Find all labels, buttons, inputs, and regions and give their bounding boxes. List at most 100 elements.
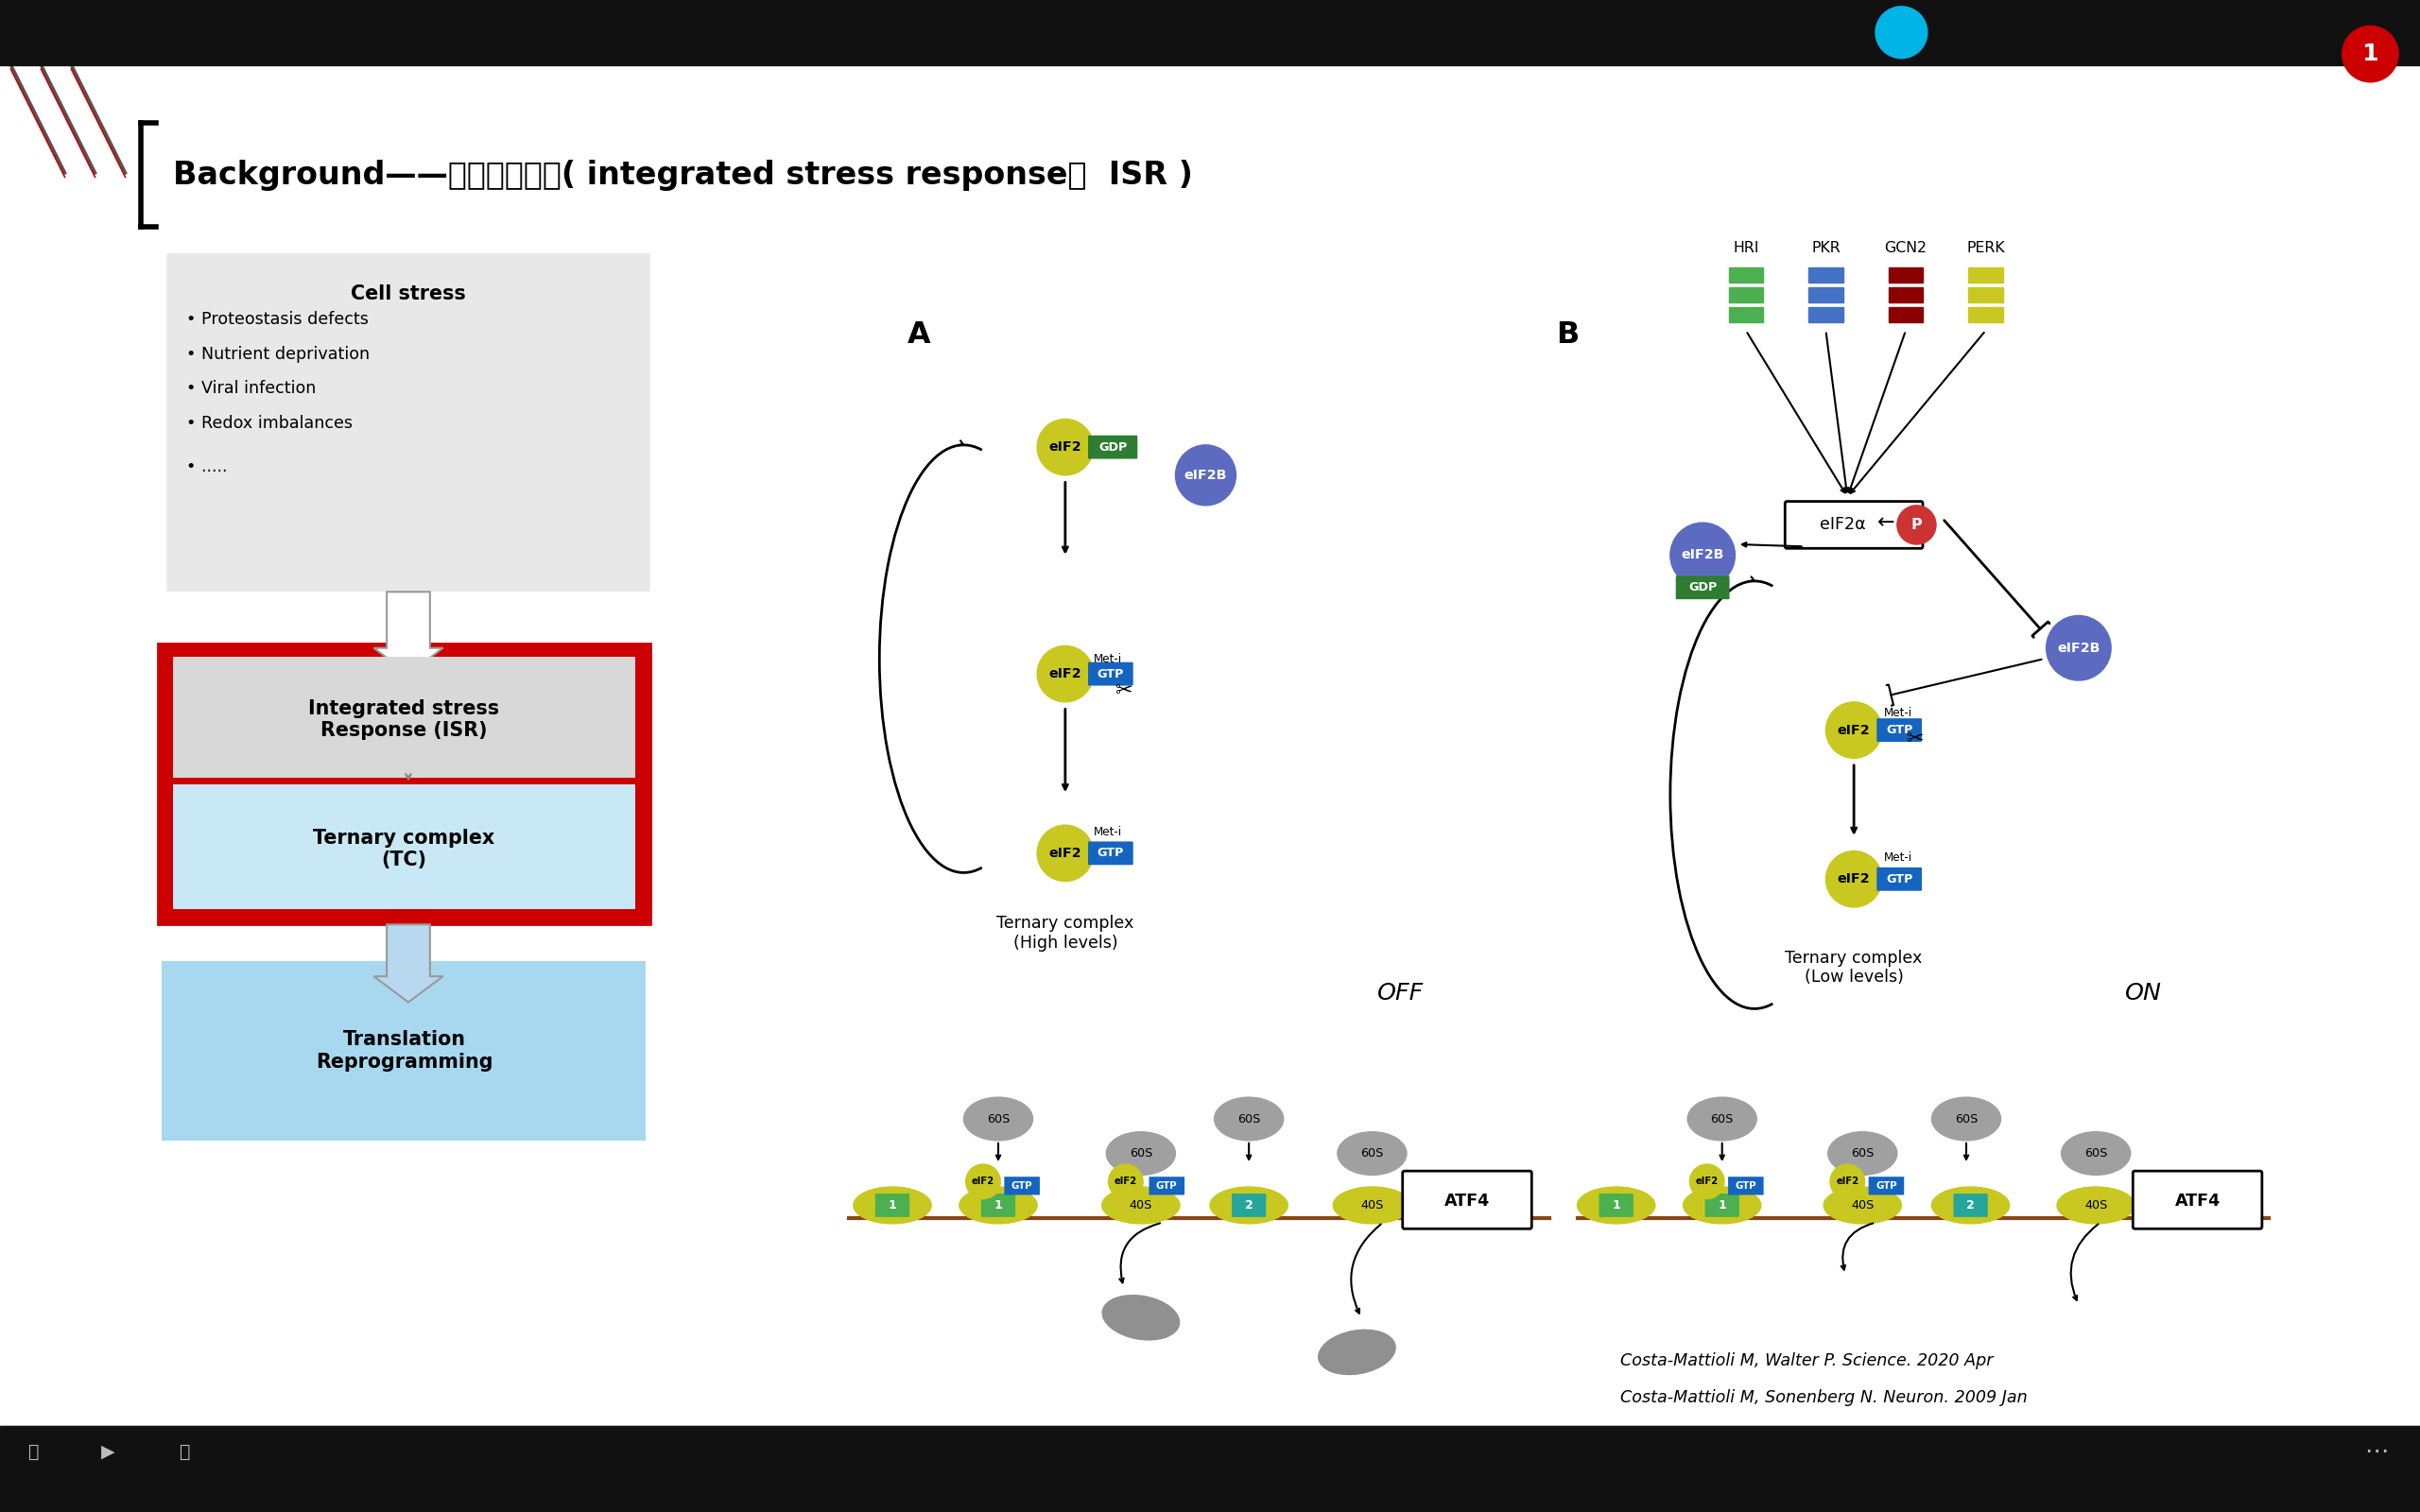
FancyBboxPatch shape — [1404, 1170, 1532, 1229]
Text: ⏭: ⏭ — [179, 1442, 189, 1461]
Text: eIF2: eIF2 — [1048, 667, 1082, 680]
Text: eIF2: eIF2 — [1837, 1176, 1859, 1187]
Text: 40S: 40S — [1711, 1199, 1733, 1211]
Bar — [1888, 268, 1924, 283]
FancyBboxPatch shape — [1675, 576, 1730, 599]
Bar — [157, 644, 651, 924]
Text: 40S: 40S — [1130, 1199, 1152, 1211]
Ellipse shape — [1210, 1187, 1287, 1223]
Ellipse shape — [1578, 1187, 1655, 1223]
Bar — [1808, 268, 1844, 283]
Text: • Nutrient deprivation: • Nutrient deprivation — [186, 346, 370, 363]
Text: Ternary complex
(TC): Ternary complex (TC) — [312, 829, 494, 869]
Bar — [1967, 287, 2004, 302]
Text: Met-i: Met-i — [1885, 851, 1912, 863]
Text: 60S: 60S — [1237, 1113, 1261, 1125]
FancyBboxPatch shape — [2132, 1170, 2263, 1229]
Text: eIF2: eIF2 — [1048, 847, 1082, 860]
Ellipse shape — [1319, 1331, 1396, 1374]
Circle shape — [1038, 646, 1094, 702]
FancyBboxPatch shape — [1868, 1176, 1905, 1194]
Text: OFF: OFF — [1377, 983, 1423, 1005]
Ellipse shape — [854, 1187, 932, 1223]
Text: 1: 1 — [995, 1199, 1002, 1211]
FancyBboxPatch shape — [1878, 868, 1921, 891]
Text: eIF2: eIF2 — [1837, 723, 1871, 736]
Circle shape — [1670, 523, 1735, 588]
Text: • .....: • ..... — [186, 458, 227, 475]
FancyBboxPatch shape — [1232, 1193, 1266, 1217]
Text: eIF2: eIF2 — [1048, 440, 1082, 454]
Text: 60S: 60S — [1955, 1113, 1977, 1125]
Text: Costa-Mattioli M, Sonenberg N. Neuron. 2009 Jan: Costa-Mattioli M, Sonenberg N. Neuron. 2… — [1621, 1390, 2028, 1406]
FancyBboxPatch shape — [1089, 435, 1137, 458]
FancyBboxPatch shape — [167, 253, 651, 591]
Text: Ternary complex
(High levels): Ternary complex (High levels) — [997, 915, 1135, 951]
Ellipse shape — [2057, 1187, 2134, 1223]
Text: eIF2B: eIF2B — [1682, 549, 1723, 562]
Circle shape — [1176, 445, 1237, 505]
FancyBboxPatch shape — [1089, 662, 1133, 685]
Text: 1: 1 — [2362, 42, 2379, 65]
Text: eIF2α: eIF2α — [1820, 517, 1866, 534]
Circle shape — [1825, 851, 1883, 907]
Text: HRI: HRI — [1733, 240, 1759, 256]
FancyBboxPatch shape — [1706, 1193, 1740, 1217]
Text: GTP: GTP — [1885, 872, 1912, 885]
Text: P: P — [1912, 517, 1921, 532]
Text: 40S: 40S — [1360, 1199, 1384, 1211]
Circle shape — [1897, 505, 1936, 544]
Text: ⋯: ⋯ — [2364, 1439, 2389, 1464]
Text: 60S: 60S — [1711, 1113, 1733, 1125]
Text: 40S: 40S — [1960, 1199, 1982, 1211]
Circle shape — [1108, 1164, 1142, 1199]
Circle shape — [1876, 6, 1926, 59]
Text: • Redox imbalances: • Redox imbalances — [186, 414, 353, 432]
FancyBboxPatch shape — [1089, 842, 1133, 865]
Ellipse shape — [963, 1098, 1033, 1140]
Text: eIF2: eIF2 — [973, 1176, 995, 1187]
Text: PKR: PKR — [1810, 240, 1839, 256]
Circle shape — [2047, 615, 2110, 680]
Text: 1: 1 — [1612, 1199, 1621, 1211]
Text: Ternary complex
(Low levels): Ternary complex (Low levels) — [1786, 950, 1921, 986]
FancyBboxPatch shape — [980, 1193, 1016, 1217]
Text: Costa-Mattioli M, Walter P. Science. 2020 Apr: Costa-Mattioli M, Walter P. Science. 202… — [1621, 1352, 1994, 1370]
Text: Integrated stress
Response (ISR): Integrated stress Response (ISR) — [307, 699, 499, 739]
Bar — [0, 1426, 2420, 1512]
Bar — [172, 656, 634, 777]
Bar — [162, 962, 646, 1140]
Ellipse shape — [1684, 1187, 1762, 1223]
Ellipse shape — [1104, 1296, 1179, 1340]
Text: GTP: GTP — [1096, 847, 1123, 859]
Text: GTP: GTP — [1876, 1181, 1897, 1190]
Text: GDP: GDP — [1099, 442, 1128, 454]
Ellipse shape — [1825, 1187, 1902, 1223]
Text: 60S: 60S — [1360, 1148, 1384, 1160]
Text: Background——整合应激反应( integrated stress response，  ISR ): Background——整合应激反应( integrated stress re… — [172, 159, 1193, 191]
Text: 40S: 40S — [1851, 1199, 1873, 1211]
Text: ⏮: ⏮ — [27, 1442, 39, 1461]
Ellipse shape — [1333, 1187, 1411, 1223]
FancyBboxPatch shape — [1786, 502, 1924, 549]
Text: GTP: GTP — [1735, 1181, 1757, 1190]
Text: • Proteostasis defects: • Proteostasis defects — [186, 311, 368, 328]
Text: Translation
Reprogramming: Translation Reprogramming — [315, 1031, 494, 1070]
Text: 60S: 60S — [987, 1113, 1009, 1125]
FancyArrow shape — [373, 924, 443, 1002]
Text: 40S: 40S — [1237, 1199, 1261, 1211]
FancyArrow shape — [373, 591, 443, 674]
Ellipse shape — [2062, 1132, 2130, 1175]
Bar — [1728, 268, 1764, 283]
Ellipse shape — [958, 1187, 1038, 1223]
Circle shape — [1830, 1164, 1866, 1199]
Text: 40S: 40S — [881, 1199, 905, 1211]
Text: ON: ON — [2125, 983, 2161, 1005]
FancyBboxPatch shape — [1150, 1176, 1183, 1194]
Text: eIF2: eIF2 — [1837, 872, 1871, 886]
Text: eIF2B: eIF2B — [2057, 641, 2101, 655]
FancyBboxPatch shape — [1728, 1176, 1764, 1194]
Ellipse shape — [1215, 1098, 1283, 1140]
Text: GTP: GTP — [1012, 1181, 1033, 1190]
Text: B: B — [1556, 321, 1578, 349]
